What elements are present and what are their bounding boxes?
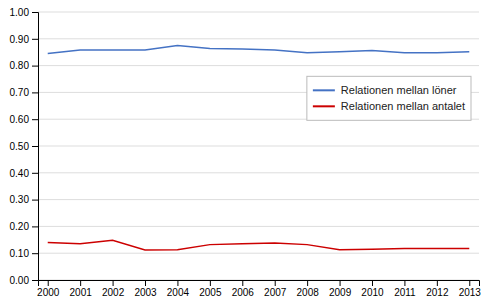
grid-line (38, 226, 479, 227)
x-tick: 2007 (264, 280, 287, 298)
x-tick: 2009 (329, 280, 352, 298)
x-tick-mark (469, 280, 470, 286)
y-tick: 0.50 (10, 141, 38, 152)
x-tick-label: 2011 (394, 287, 416, 298)
y-tick-label: 1.00 (10, 7, 30, 18)
y-tick-mark (32, 200, 38, 201)
y-tick-mark (32, 280, 38, 281)
x-tick-mark (113, 280, 114, 286)
legend: Relationen mellan löner Relationen mellan… (307, 76, 471, 120)
x-tick-mark (404, 280, 405, 286)
y-tick-mark (32, 146, 38, 147)
x-tick-label: 2007 (264, 287, 287, 298)
y-tick: 0.30 (10, 194, 38, 205)
x-tick-mark (307, 280, 308, 286)
y-tick-label: 0.90 (10, 34, 30, 45)
x-tick: 2011 (394, 280, 416, 298)
y-tick: 0.00 (10, 275, 38, 286)
y-tick-label: 0.40 (10, 168, 30, 179)
x-tick: 2006 (232, 280, 255, 298)
x-tick: 2013 (459, 280, 482, 298)
x-tick-label: 2000 (37, 287, 60, 298)
y-axis: 0.00 0.10 0.20 0.30 0.40 0.50 0.60 0.70 0.80 0.90… (10, 7, 39, 286)
x-tick: 2000 (37, 280, 60, 298)
x-tick-label: 2002 (102, 287, 125, 298)
x-tick-mark (372, 280, 373, 286)
x-tick-label: 2003 (134, 287, 157, 298)
grid (38, 12, 479, 280)
x-tick: 2010 (361, 280, 384, 298)
x-tick-mark (177, 280, 178, 286)
x-tick-label: 2009 (329, 287, 352, 298)
series-line (48, 46, 470, 54)
y-tick-label: 0.50 (10, 141, 30, 152)
x-tick-label: 2013 (459, 287, 482, 298)
y-tick-label: 0.10 (10, 248, 30, 259)
y-tick: 0.40 (10, 168, 38, 179)
y-tick-mark (32, 92, 38, 93)
x-axis: 2000 2001 2002 2003 2004 2005 2006 2007 2008 2009… (37, 280, 481, 298)
series-line (48, 240, 470, 250)
legend-swatch (313, 89, 335, 91)
x-tick-label: 2006 (232, 287, 255, 298)
grid-line (38, 146, 479, 147)
y-tick-label: 0.60 (10, 114, 30, 125)
x-tick-mark (437, 280, 438, 286)
y-tick-label: 0.70 (10, 87, 30, 98)
grid-line (38, 253, 479, 254)
x-tick: 2005 (199, 280, 222, 298)
grid-line (38, 199, 479, 200)
x-tick-label: 2004 (167, 287, 190, 298)
x-tick-mark (48, 280, 49, 286)
grid-line (38, 12, 479, 13)
y-tick-mark (32, 39, 38, 40)
x-tick-mark (275, 280, 276, 286)
y-tick-mark (32, 12, 38, 13)
y-tick-mark (32, 119, 38, 120)
x-tick: 2008 (297, 280, 320, 298)
chart: 2000 2001 2002 2003 2004 2005 2006 2007 2008 2009… (0, 0, 493, 304)
y-tick: 0.80 (10, 60, 38, 71)
x-tick: 2002 (102, 280, 125, 298)
grid-line (38, 172, 479, 173)
y-tick-label: 0.20 (10, 221, 30, 232)
x-tick: 2001 (70, 280, 93, 298)
x-tick-mark (145, 280, 146, 286)
grid-line (38, 38, 479, 39)
y-tick: 0.10 (10, 248, 38, 259)
y-tick-label: 0.30 (10, 194, 30, 205)
legend-label: Relationen mellan löner (341, 84, 457, 96)
legend-frame (307, 76, 471, 120)
y-tick: 0.90 (10, 34, 38, 45)
x-tick-label: 2001 (70, 287, 93, 298)
x-tick-mark (80, 280, 81, 286)
x-tick-mark (242, 280, 243, 286)
legend-label: Relationen mellan antalet (341, 100, 465, 112)
grid-line (38, 65, 479, 66)
x-tick-label: 2012 (426, 287, 449, 298)
y-tick: 0.60 (10, 114, 38, 125)
y-tick-mark (32, 253, 38, 254)
x-tick-mark (340, 280, 341, 286)
x-tick: 2004 (167, 280, 190, 298)
x-tick: 2003 (134, 280, 157, 298)
y-tick-mark (32, 66, 38, 67)
y-tick-mark (32, 226, 38, 227)
y-tick: 1.00 (10, 7, 38, 18)
x-tick-label: 2010 (361, 287, 384, 298)
x-tick-label: 2005 (199, 287, 222, 298)
x-axis-line (39, 281, 480, 287)
legend-swatch (313, 105, 335, 107)
x-tick-mark (210, 280, 211, 286)
y-tick-label: 0.00 (10, 275, 30, 286)
x-tick-label: 2008 (297, 287, 320, 298)
y-axis-line (32, 13, 39, 281)
x-tick: 2012 (426, 280, 449, 298)
y-tick: 0.20 (10, 221, 38, 232)
y-tick-label: 0.80 (10, 60, 30, 71)
y-tick-mark (32, 173, 38, 174)
y-tick: 0.70 (10, 87, 38, 98)
